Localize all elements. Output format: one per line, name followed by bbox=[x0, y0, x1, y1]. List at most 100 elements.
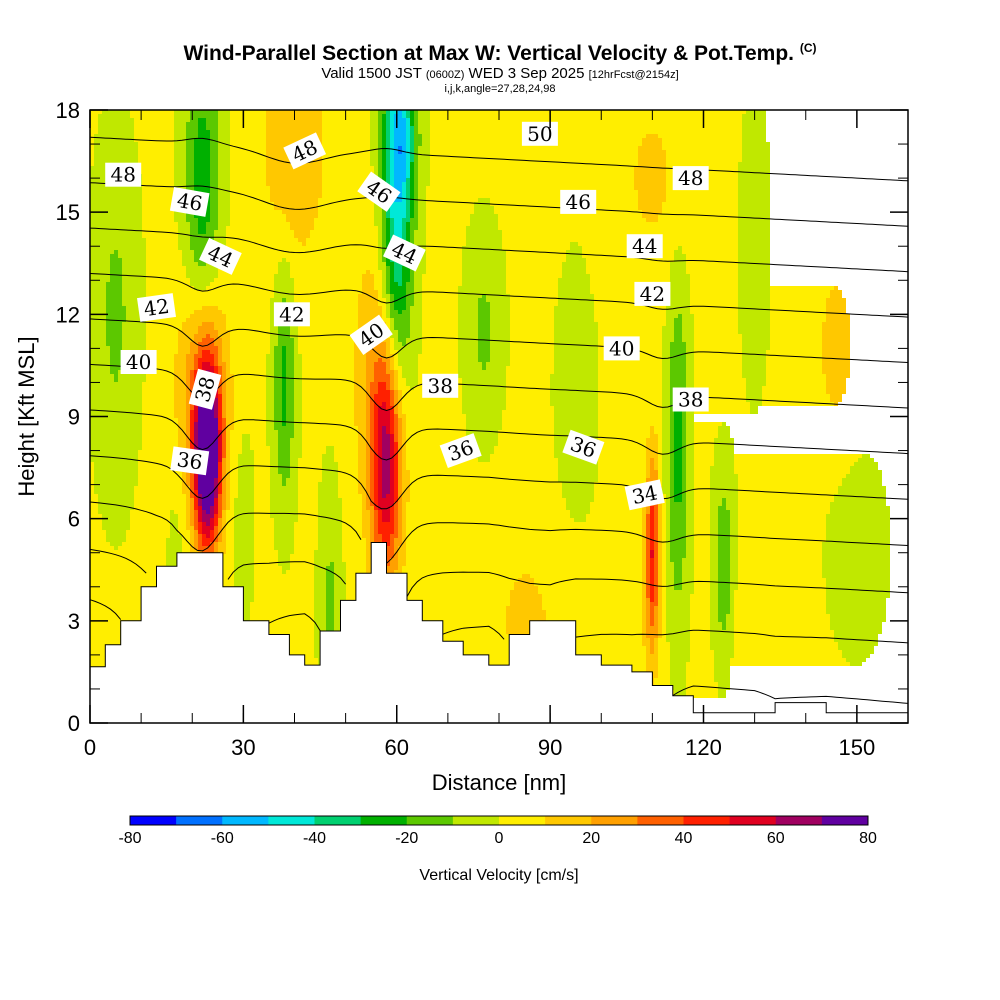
velocity-cell bbox=[378, 406, 386, 410]
velocity-cell bbox=[674, 486, 682, 490]
velocity-cell bbox=[214, 542, 218, 546]
velocity-cell bbox=[822, 570, 890, 574]
velocity-cell bbox=[358, 294, 378, 298]
velocity-cell bbox=[390, 162, 394, 166]
velocity-cell bbox=[174, 158, 186, 162]
velocity-cell bbox=[146, 378, 174, 382]
velocity-cell bbox=[90, 498, 98, 502]
velocity-cell bbox=[254, 546, 274, 550]
colorbar-tick-label: -80 bbox=[118, 830, 141, 847]
velocity-cell bbox=[666, 638, 690, 642]
velocity-cell bbox=[366, 370, 374, 374]
velocity-cell bbox=[90, 306, 106, 310]
velocity-cell bbox=[410, 482, 562, 486]
velocity-cell bbox=[270, 326, 278, 330]
velocity-cell bbox=[650, 542, 654, 546]
velocity-cell bbox=[366, 406, 370, 410]
velocity-cell bbox=[650, 602, 658, 606]
velocity-cell bbox=[254, 454, 270, 458]
velocity-cell bbox=[294, 342, 298, 346]
velocity-cell bbox=[566, 506, 590, 510]
velocity-cell bbox=[358, 454, 366, 458]
velocity-cell bbox=[506, 378, 550, 382]
velocity-cell bbox=[370, 394, 374, 398]
velocity-cell bbox=[402, 270, 410, 274]
velocity-cell bbox=[302, 414, 354, 418]
velocity-cell bbox=[682, 414, 686, 418]
velocity-cell bbox=[286, 366, 294, 370]
velocity-cell bbox=[142, 410, 174, 414]
velocity-cell bbox=[386, 162, 390, 166]
velocity-cell bbox=[370, 390, 378, 394]
velocity-cell bbox=[710, 546, 718, 550]
velocity-cell bbox=[354, 382, 366, 386]
velocity-cell bbox=[398, 402, 402, 406]
velocity-cell bbox=[462, 382, 506, 386]
velocity-cell bbox=[406, 554, 642, 558]
velocity-cell bbox=[186, 130, 198, 134]
velocity-cell bbox=[250, 618, 314, 622]
velocity-cell bbox=[222, 486, 226, 490]
velocity-cell bbox=[222, 462, 226, 466]
velocity-cell bbox=[174, 362, 186, 366]
velocity-cell bbox=[198, 218, 210, 222]
velocity-cell bbox=[282, 210, 318, 214]
velocity-cell bbox=[290, 454, 302, 458]
velocity-cell bbox=[426, 190, 638, 194]
velocity-cell bbox=[138, 478, 182, 482]
velocity-cell bbox=[274, 294, 294, 298]
velocity-cell bbox=[662, 442, 670, 446]
velocity-cell bbox=[742, 346, 770, 350]
velocity-cell bbox=[554, 330, 598, 334]
velocity-cell bbox=[206, 286, 274, 290]
velocity-cell bbox=[214, 530, 218, 534]
velocity-cell bbox=[386, 174, 390, 178]
velocity-cell bbox=[718, 514, 730, 518]
velocity-cell bbox=[122, 262, 146, 266]
velocity-cell bbox=[686, 526, 694, 530]
velocity-cell bbox=[650, 622, 654, 626]
velocity-cell bbox=[374, 502, 378, 506]
velocity-cell bbox=[850, 662, 862, 666]
colorbar-tick-label: 40 bbox=[675, 830, 693, 847]
velocity-cell bbox=[430, 158, 638, 162]
theta-label-text: 36 bbox=[175, 447, 204, 474]
velocity-cell bbox=[502, 418, 554, 422]
velocity-cell bbox=[126, 530, 170, 534]
velocity-cell bbox=[322, 150, 370, 154]
velocity-cell bbox=[318, 538, 342, 542]
velocity-cell bbox=[746, 382, 766, 386]
velocity-cell bbox=[738, 582, 826, 586]
velocity-cell bbox=[362, 498, 366, 502]
velocity-cell bbox=[370, 490, 374, 494]
velocity-cell bbox=[410, 234, 414, 238]
velocity-cell bbox=[198, 342, 214, 346]
velocity-cell bbox=[730, 518, 738, 522]
velocity-cell bbox=[298, 318, 358, 322]
velocity-cell bbox=[90, 122, 98, 126]
velocity-cell bbox=[394, 378, 398, 382]
colorbar-tick-label: 60 bbox=[767, 830, 785, 847]
velocity-cell bbox=[186, 382, 190, 386]
velocity-cell bbox=[186, 354, 194, 358]
velocity-cell bbox=[462, 410, 502, 414]
velocity-cell bbox=[90, 302, 106, 306]
velocity-cell bbox=[370, 514, 374, 518]
velocity-cell bbox=[366, 430, 370, 434]
velocity-cell bbox=[406, 166, 410, 170]
velocity-cell bbox=[114, 546, 118, 550]
velocity-cell bbox=[418, 362, 458, 366]
velocity-cell bbox=[394, 546, 398, 550]
velocity-cell bbox=[750, 402, 762, 406]
velocity-cell bbox=[394, 434, 398, 438]
velocity-cell bbox=[394, 498, 398, 502]
velocity-cell bbox=[558, 294, 594, 298]
velocity-cell bbox=[238, 618, 250, 622]
velocity-cell bbox=[650, 578, 654, 582]
velocity-cell bbox=[138, 470, 182, 474]
velocity-cell bbox=[742, 142, 770, 146]
velocity-cell bbox=[186, 174, 194, 178]
velocity-cell bbox=[662, 390, 670, 394]
velocity-cell bbox=[662, 434, 670, 438]
velocity-cell bbox=[142, 182, 174, 186]
